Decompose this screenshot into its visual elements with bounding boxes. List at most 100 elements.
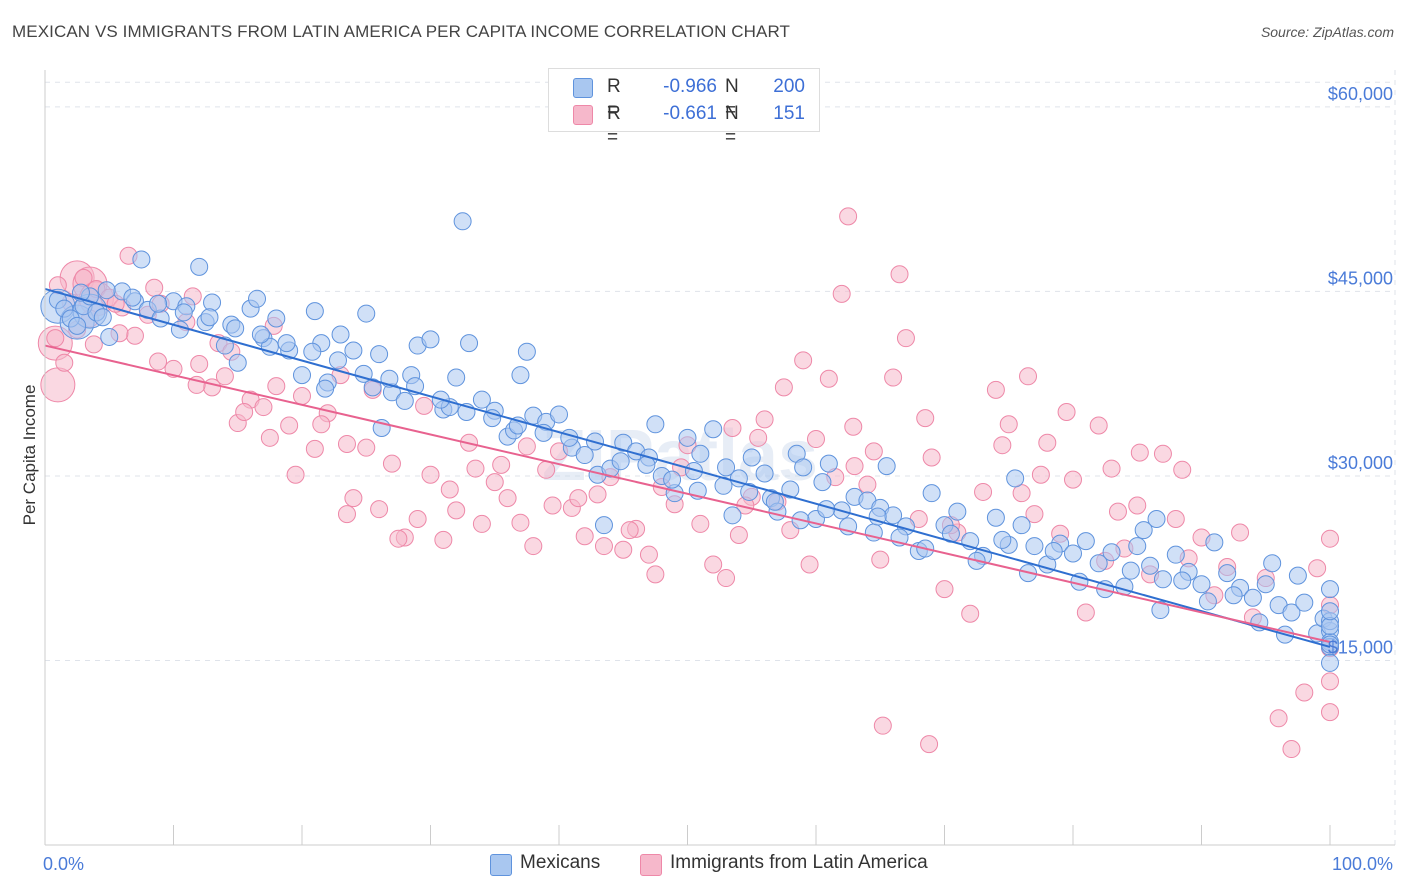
y-axis-title: Per Capita Income [20,385,39,526]
point-mexicans [370,345,389,364]
point-mexicans [1166,545,1185,564]
point-immigrants [646,565,665,584]
point-immigrants [537,460,556,479]
point-mexicans [922,484,941,503]
point-immigrants [961,604,980,623]
point-immigrants [871,550,890,569]
point-immigrants [729,526,748,544]
point-mexicans [646,415,665,434]
trend-layer [44,288,1331,648]
point-mexicans [277,334,296,353]
point-immigrants [717,569,736,588]
legend-r-label: R = [607,76,621,121]
point-mexicans [986,508,1005,527]
point-immigrants [639,545,658,564]
point-mexicans [678,428,697,447]
point-mexicans [1224,586,1243,605]
point-immigrants [588,485,607,504]
point-mexicans [93,308,112,327]
point-immigrants [190,355,209,374]
point-mexicans [293,366,311,385]
point-mexicans [1089,554,1108,573]
legend-swatch-pink [573,105,593,125]
point-immigrants [749,428,768,447]
chart-source: Source: ZipAtlas.com [1260,24,1394,40]
point-mexicans [251,325,270,344]
point-mexicans [132,250,151,269]
point-mexicans [1198,592,1217,611]
point-mexicans [1205,533,1224,552]
y-tick-label: $60,000 [1328,84,1393,104]
point-mexicans [993,530,1012,549]
point-mexicans [174,303,193,322]
point-mexicans [1263,554,1282,573]
point-mexicans [740,482,759,501]
point-mexicans [331,325,350,344]
point-immigrants [1108,502,1127,521]
point-immigrants [466,459,485,478]
point-mexicans [684,462,703,481]
point-immigrants [408,510,427,529]
point-immigrants [164,359,183,378]
point-immigrants [440,480,459,499]
point-immigrants [999,415,1018,434]
point-immigrants [916,409,935,428]
point-immigrants [415,396,434,415]
axis-layer: $15,000 $30,000 $45,000 $60,000 0.0% 100.0% [43,70,1395,874]
point-immigrants [305,439,324,458]
correlation-legend: R = -0.966 N = 200 R = -0.661 N = 151 [548,68,820,148]
point-immigrants [974,482,993,501]
y-tick-label: $45,000 [1328,268,1393,288]
point-immigrants [845,457,864,476]
point-mexicans [1012,516,1031,535]
point-immigrants [389,529,408,548]
point-mexicans [517,342,536,361]
legend-r-value: -0.966 [663,76,717,97]
point-mexicans [344,341,363,360]
point-immigrants [832,284,851,303]
point-mexicans [511,366,530,385]
y-tick-label: $15,000 [1328,637,1393,657]
point-immigrants [755,410,774,429]
point-immigrants [293,386,311,405]
point-mexicans [868,507,887,526]
point-immigrants [774,378,793,397]
point-immigrants [993,436,1012,455]
point-mexicans [170,320,189,339]
point-mexicans [813,473,832,492]
point-mexicans [97,281,116,300]
point-mexicans [704,420,723,439]
point-immigrants [235,402,254,421]
point-immigrants [357,438,376,457]
point-mexicans [560,428,579,447]
point-immigrants [839,207,858,226]
point-immigrants [1269,709,1288,728]
legend-n-label: N = [725,76,739,121]
point-mexicans [1192,575,1211,594]
point-immigrants [864,442,883,461]
point-immigrants [1057,402,1076,421]
point-immigrants [421,465,440,484]
point-mexicans [948,502,967,521]
point-mexicans [447,368,466,387]
point-mexicans [68,316,87,335]
point-immigrants [1282,740,1301,759]
point-immigrants [337,505,356,524]
point-mexicans [1044,541,1063,560]
point-immigrants [896,329,915,348]
point-mexicans [1076,532,1095,551]
point-mexicans [303,342,322,361]
point-immigrants [1025,505,1044,524]
y-tick-label: $30,000 [1328,453,1393,473]
point-immigrants [125,326,144,345]
point-mexicans [472,390,491,409]
point-mexicans [877,457,896,476]
point-mexicans [663,470,682,489]
point-mexicans [1153,570,1172,589]
point-immigrants [267,377,286,396]
point-immigrants [286,465,305,484]
point-immigrants [337,434,356,453]
point-immigrants [884,368,903,387]
point-immigrants [46,329,65,348]
point-immigrants [1076,603,1095,622]
